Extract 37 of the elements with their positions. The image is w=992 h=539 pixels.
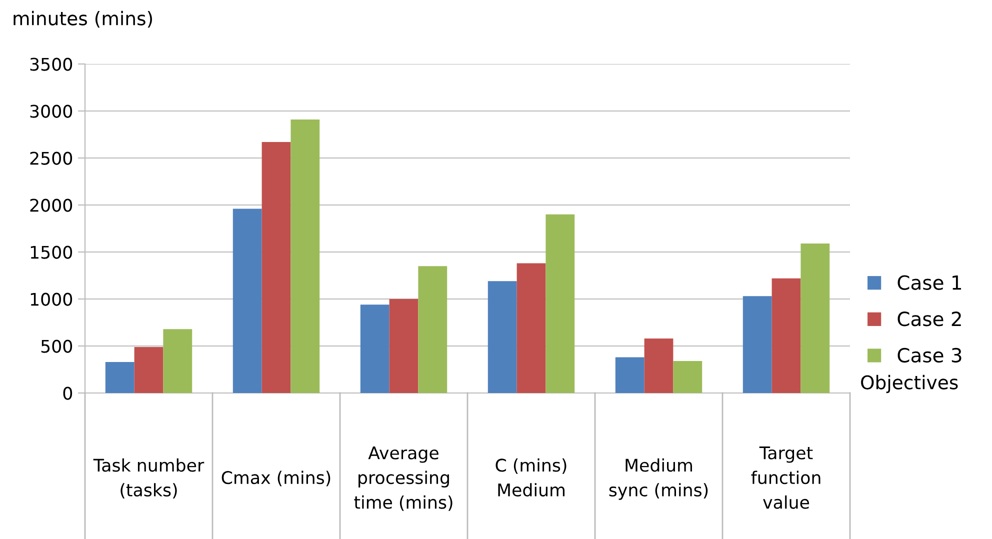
x-tick-label: C (mins) Medium bbox=[496, 458, 566, 497]
y-tick-label: 0 bbox=[63, 386, 72, 400]
bar bbox=[232, 208, 262, 393]
y-tick-label: 500 bbox=[41, 340, 72, 353]
x-tick-label: Medium sync (mins) bbox=[609, 458, 708, 500]
bar bbox=[742, 296, 772, 393]
bar bbox=[262, 142, 291, 393]
bar bbox=[546, 214, 575, 393]
bar bbox=[163, 329, 192, 393]
y-tick-label: 1500 bbox=[30, 246, 72, 259]
bar bbox=[800, 244, 830, 393]
bar bbox=[488, 281, 517, 393]
bar bbox=[389, 299, 418, 393]
x-tick-label: Average processing time (mins) bbox=[354, 446, 452, 511]
x-tick-label: Target function value bbox=[751, 446, 820, 509]
y-tick-label: 2000 bbox=[30, 198, 72, 212]
legend-label: Case 3 bbox=[898, 348, 962, 363]
y-tick-label: 2500 bbox=[30, 152, 72, 165]
bar bbox=[772, 278, 801, 393]
y-tick-label: 3000 bbox=[30, 104, 72, 118]
bar bbox=[134, 346, 164, 393]
bar bbox=[105, 362, 134, 393]
bar bbox=[290, 119, 320, 393]
bar bbox=[644, 338, 674, 393]
bar bbox=[360, 304, 390, 393]
bar bbox=[615, 357, 644, 393]
bar bbox=[418, 266, 448, 393]
legend-label: Case 2 bbox=[898, 312, 961, 326]
bar bbox=[673, 361, 702, 393]
bar bbox=[516, 263, 546, 393]
x-tick-label: Task number (tasks) bbox=[93, 458, 204, 499]
y-axis-title: minutes (mins) bbox=[14, 10, 152, 28]
legend-label: Case 1 bbox=[898, 275, 962, 290]
x-tick-label: Cmax (mins) bbox=[222, 470, 330, 486]
x-axis-title: Objectives bbox=[861, 374, 958, 394]
y-tick-label: 1000 bbox=[30, 292, 72, 306]
y-tick-label: 3500 bbox=[30, 58, 72, 71]
